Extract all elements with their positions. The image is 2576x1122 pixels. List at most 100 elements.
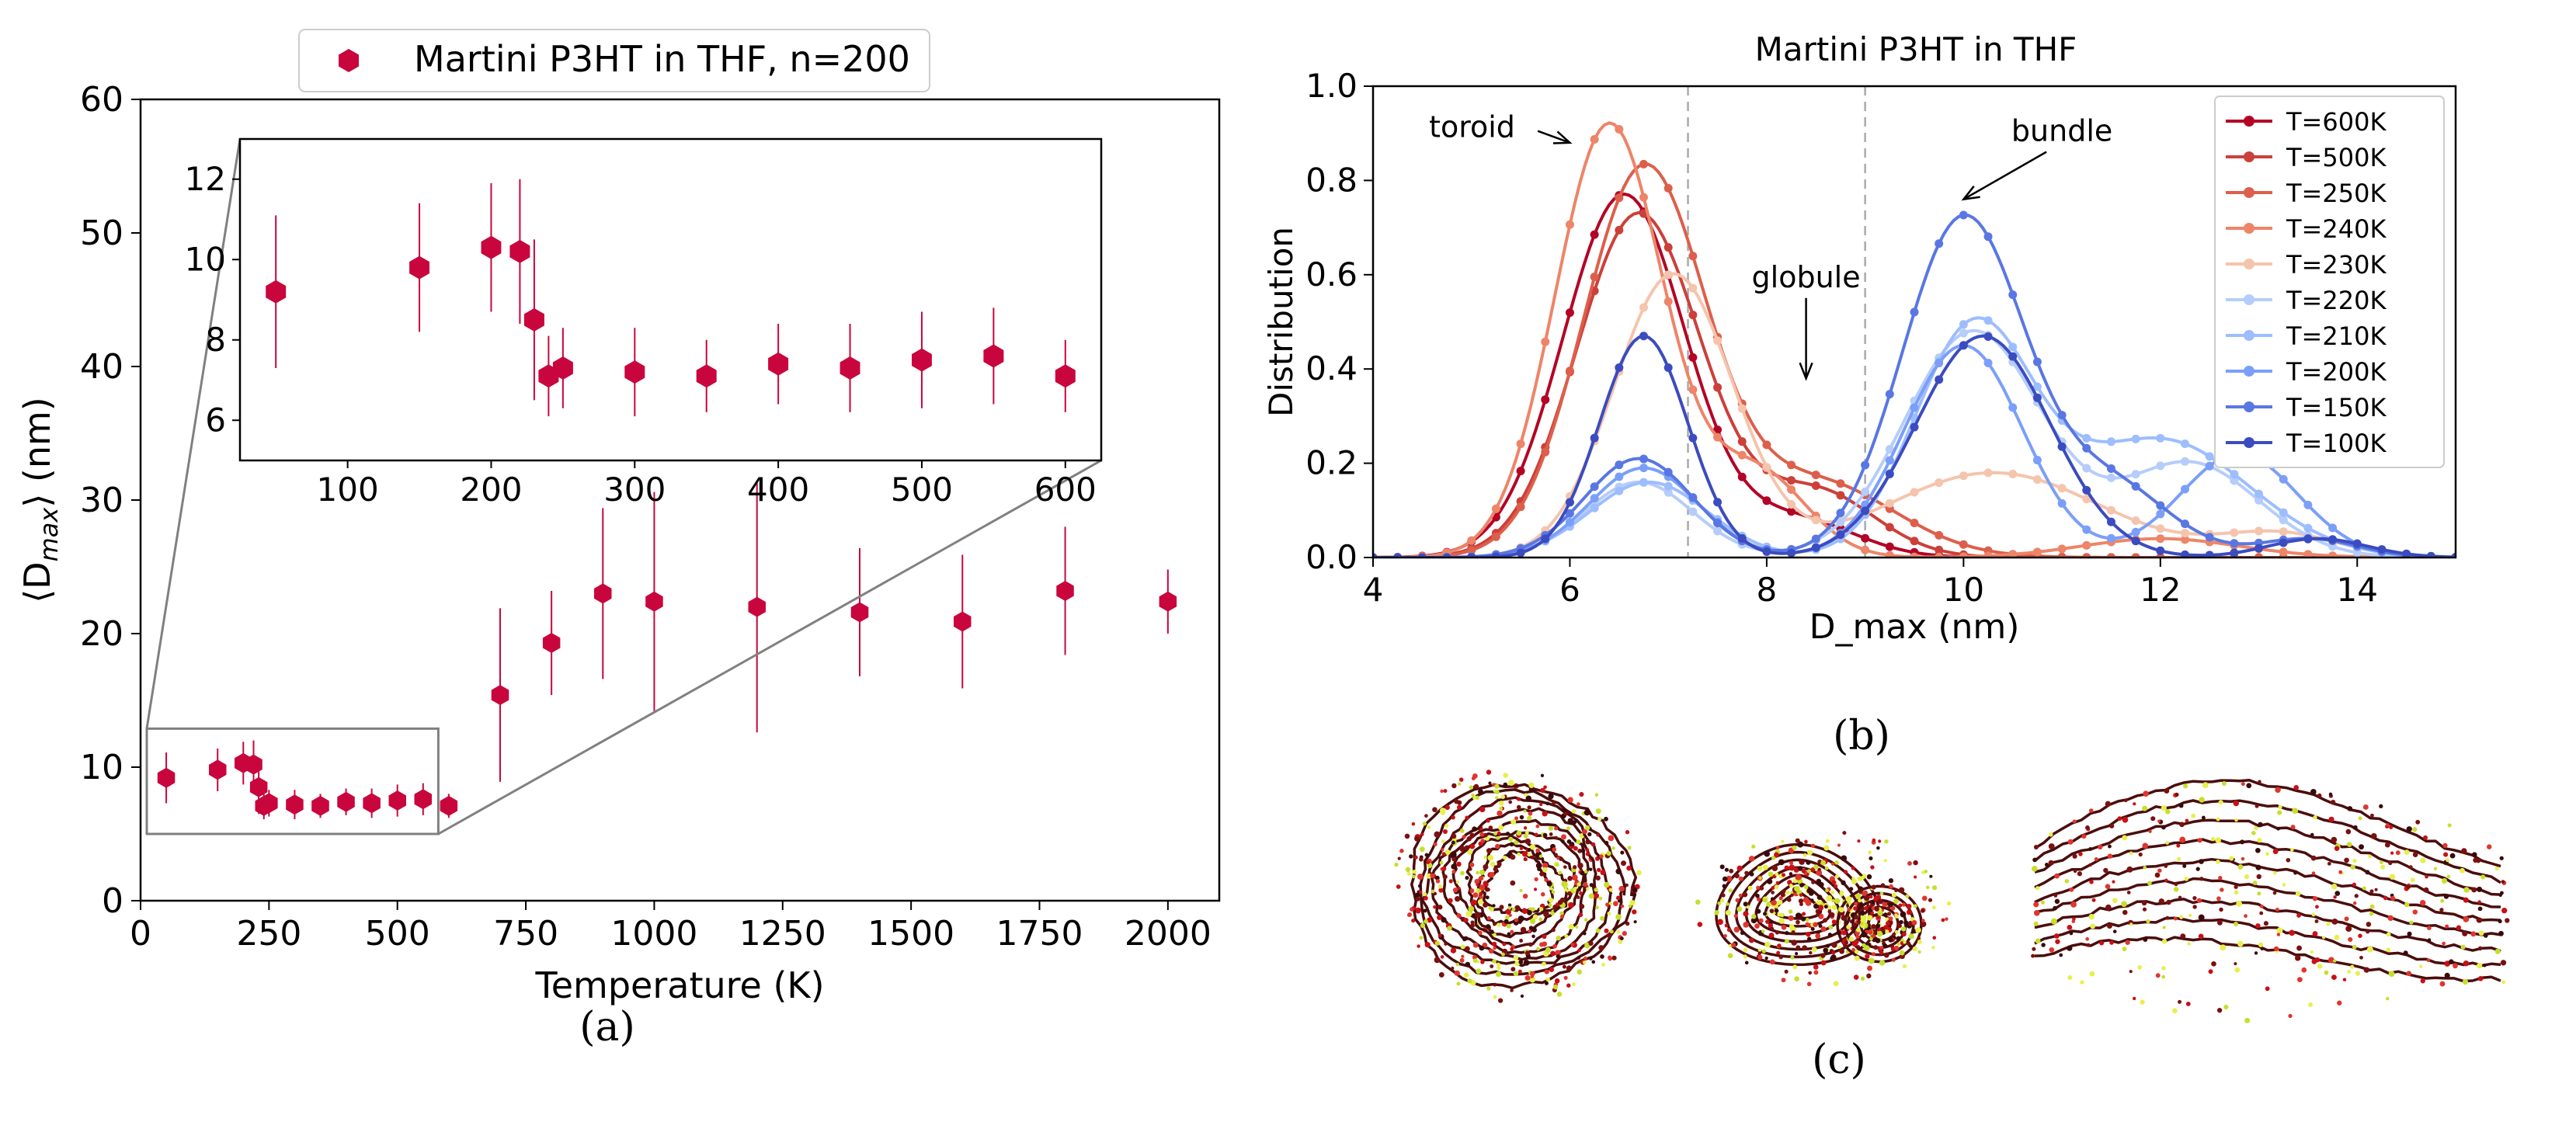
bead — [1858, 901, 1864, 908]
series-point — [1491, 552, 1500, 558]
bead — [1516, 797, 1521, 801]
bead — [1878, 839, 1882, 843]
bead — [1524, 857, 1528, 861]
bead — [2260, 947, 2264, 951]
bead — [1529, 844, 1536, 850]
bead — [2370, 832, 2377, 839]
series-point — [1639, 159, 1648, 168]
bead — [1488, 906, 1492, 910]
bead — [1423, 895, 1428, 901]
legend-entry-label: T=100K — [2286, 429, 2387, 458]
bead — [2461, 848, 2467, 854]
bead — [2035, 886, 2040, 891]
bead — [2161, 825, 2166, 830]
bead — [2331, 918, 2338, 925]
bead — [1867, 965, 1873, 971]
bead — [2105, 801, 2112, 807]
bead — [1567, 891, 1572, 896]
series-point — [2254, 526, 2264, 536]
bead — [2090, 923, 2096, 929]
bead — [1542, 867, 1548, 873]
bead — [1861, 931, 1867, 938]
y-axis-label: Distribution — [1262, 227, 1300, 417]
bead — [2342, 978, 2347, 981]
bead — [1786, 897, 1792, 902]
series-point — [1663, 488, 1673, 497]
bead — [1816, 894, 1823, 901]
bead — [1451, 856, 1457, 862]
bead — [1896, 942, 1900, 946]
bead — [1885, 921, 1890, 926]
bead — [1583, 918, 1588, 922]
bead — [1486, 924, 1491, 929]
bead — [1754, 923, 1760, 929]
bead — [1507, 903, 1512, 907]
bead — [1483, 902, 1488, 908]
bead — [1750, 917, 1757, 924]
series-point — [1885, 523, 1894, 532]
bead — [1893, 945, 1900, 951]
structure-globule — [1695, 831, 1952, 987]
bead — [1440, 789, 1444, 794]
bead — [1441, 839, 1445, 843]
bead — [2446, 874, 2451, 879]
bead — [1415, 907, 1421, 914]
bead — [1608, 955, 1612, 960]
bead — [2440, 898, 2445, 903]
bead — [2035, 938, 2041, 944]
bead — [2234, 962, 2237, 966]
bead — [1785, 891, 1790, 894]
bead — [2143, 866, 2147, 870]
series-point — [1590, 230, 1599, 239]
bead — [1729, 868, 1734, 874]
series-point — [1935, 478, 1944, 488]
bead — [2386, 996, 2390, 1001]
annotation-label: globule — [1752, 260, 1861, 294]
bead — [1717, 919, 1723, 926]
point-marker — [954, 611, 972, 632]
bead — [2403, 950, 2408, 956]
bead — [1490, 861, 1496, 867]
x-tick-label: 500 — [365, 914, 430, 954]
bead — [1450, 947, 1457, 954]
bead — [1823, 918, 1828, 923]
bead — [1858, 890, 1863, 894]
bead — [1497, 962, 1500, 967]
bead — [1409, 854, 1413, 859]
bead — [2179, 836, 2186, 843]
bead — [2463, 960, 2470, 967]
bead — [1456, 861, 1462, 867]
plot-frame — [1371, 85, 2457, 559]
bead — [2216, 817, 2220, 822]
bead — [2123, 798, 2128, 803]
series-point — [2230, 539, 2239, 548]
bead — [2477, 886, 2483, 892]
series-point — [1910, 537, 1919, 546]
bead — [1540, 787, 1545, 794]
bead — [2294, 955, 2301, 961]
bead — [2352, 858, 2357, 863]
bead — [2277, 810, 2282, 815]
bead — [1911, 919, 1917, 926]
bead — [2314, 957, 2320, 963]
data-point — [337, 788, 355, 815]
bead — [2210, 836, 2216, 842]
bead — [2412, 909, 2418, 915]
bead — [1457, 782, 1462, 786]
bead — [1879, 960, 1886, 966]
series-point — [1688, 252, 1698, 261]
inset-data-point — [983, 307, 1004, 405]
bead — [1841, 880, 1846, 886]
bead — [1901, 902, 1906, 907]
series-point — [2230, 476, 2239, 485]
bead — [1519, 815, 1524, 820]
bead — [2263, 921, 2268, 926]
bead — [2347, 806, 2353, 811]
bead — [1763, 912, 1768, 916]
data-point — [388, 784, 406, 817]
series-point — [1467, 536, 1476, 545]
bead — [2463, 887, 2470, 893]
bead — [1495, 790, 1500, 794]
series-point — [1663, 467, 1673, 477]
